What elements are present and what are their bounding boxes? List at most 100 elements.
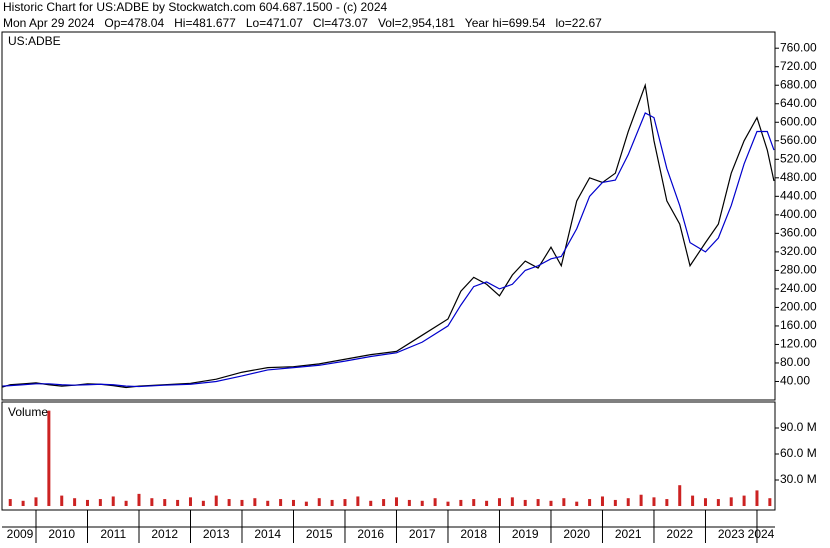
y-tick-label: 760.00 — [780, 40, 817, 54]
volume-bar — [382, 499, 386, 506]
y-tick-label: 60.0 M — [780, 446, 817, 460]
volume-bar — [279, 499, 283, 506]
x-tick-label: 2011 — [100, 527, 126, 541]
x-tick-label: 2012 — [151, 527, 178, 541]
y-tick-label: 720.00 — [780, 59, 817, 73]
volume-bar — [343, 499, 347, 506]
volume-bar — [8, 499, 12, 506]
y-tick-label: 400.00 — [780, 207, 817, 221]
volume-bar — [742, 495, 746, 506]
y-tick-label: 680.00 — [780, 77, 817, 91]
x-tick-label: 2015 — [306, 527, 333, 541]
y-tick-label: 440.00 — [780, 188, 817, 202]
x-tick-label: 2016 — [357, 527, 384, 541]
volume-bar — [356, 496, 360, 506]
volume-bar — [98, 499, 102, 506]
x-tick-label: 2020 — [563, 527, 590, 541]
volume-bar — [394, 497, 398, 506]
y-tick-label: 520.00 — [780, 151, 817, 165]
volume-bar — [600, 496, 604, 506]
volume-bar — [85, 499, 89, 506]
volume-bar — [575, 501, 579, 506]
x-tick-label: 2021 — [615, 527, 642, 541]
x-tick-label: 2023 — [718, 527, 745, 541]
volume-panel — [1, 401, 776, 511]
volume-bar — [201, 500, 205, 506]
volume-bar — [716, 499, 720, 506]
y-tick-label: 600.00 — [780, 114, 817, 128]
volume-bar — [485, 500, 489, 506]
y-tick-label: 560.00 — [780, 133, 817, 147]
x-tick-label: 2010 — [48, 527, 75, 541]
volume-bar — [176, 499, 180, 506]
volume-bar — [549, 500, 553, 506]
volume-bar — [703, 498, 707, 506]
volume-bar — [678, 485, 682, 506]
volume-bar — [446, 501, 450, 506]
x-tick-label: 2017 — [409, 527, 436, 541]
volume-bar — [150, 498, 154, 506]
volume-bar — [652, 497, 656, 506]
x-tick-label: 2009 — [7, 527, 34, 541]
volume-bar — [523, 499, 527, 506]
volume-bar — [665, 499, 669, 506]
volume-bar — [304, 501, 308, 506]
x-tick-label: 2018 — [460, 527, 487, 541]
y-tick-label: 120.00 — [780, 337, 817, 351]
y-tick-label: 160.00 — [780, 318, 817, 332]
y-tick-label: 80.00 — [780, 355, 810, 369]
volume-bar — [536, 499, 540, 506]
volume-bar — [613, 499, 617, 506]
volume-bar — [407, 499, 411, 506]
volume-bar — [639, 494, 643, 506]
volume-bar — [691, 495, 695, 506]
x-tick-label: 2014 — [254, 527, 281, 541]
volume-bar — [317, 498, 321, 506]
price-line — [2, 112, 775, 388]
volume-label: Volume — [8, 405, 48, 419]
volume-bar — [137, 493, 141, 506]
volume-bar — [188, 497, 192, 506]
volume-bar — [34, 497, 38, 506]
header-line2: Mon Apr 29 2024 Op=478.04 Hi=481.677 Lo=… — [3, 16, 602, 30]
header-line1: Historic Chart for US:ADBE by Stockwatch… — [3, 0, 387, 14]
volume-bar — [433, 498, 437, 506]
price-panel — [1, 31, 776, 401]
volume-bar — [291, 499, 295, 506]
volume-bar — [124, 500, 128, 506]
y-tick-label: 320.00 — [780, 244, 817, 258]
x-tick-label: 2013 — [203, 527, 230, 541]
y-tick-label: 640.00 — [780, 96, 817, 110]
volume-bar — [214, 495, 218, 506]
volume-bar — [755, 490, 759, 506]
y-tick-label: 30.0 M — [780, 472, 817, 486]
x-tick-label: 2019 — [512, 527, 539, 541]
volume-bar — [510, 497, 514, 506]
y-tick-label: 240.00 — [780, 281, 817, 295]
volume-bar — [227, 499, 231, 506]
x-tick-label: 2024 — [748, 527, 775, 541]
volume-bar — [729, 497, 733, 506]
volume-bar — [330, 499, 334, 506]
volume-bar — [163, 499, 167, 506]
y-tick-label: 200.00 — [780, 300, 817, 314]
volume-bar — [266, 500, 270, 506]
y-tick-label: 40.00 — [780, 374, 810, 388]
volume-bar — [369, 500, 373, 506]
volume-bar — [459, 499, 463, 506]
volume-bar — [626, 498, 630, 506]
volume-bar — [562, 498, 566, 506]
volume-bar — [240, 499, 244, 506]
volume-bar — [73, 498, 77, 506]
volume-bar — [497, 498, 501, 506]
volume-bar — [47, 410, 51, 506]
volume-bar — [111, 496, 115, 506]
volume-bar — [768, 498, 772, 506]
y-tick-label: 480.00 — [780, 170, 817, 184]
volume-bar — [588, 499, 592, 506]
x-tick-label: 2022 — [666, 527, 693, 541]
y-tick-label: 90.0 M — [780, 420, 817, 434]
y-tick-label: 360.00 — [780, 226, 817, 240]
